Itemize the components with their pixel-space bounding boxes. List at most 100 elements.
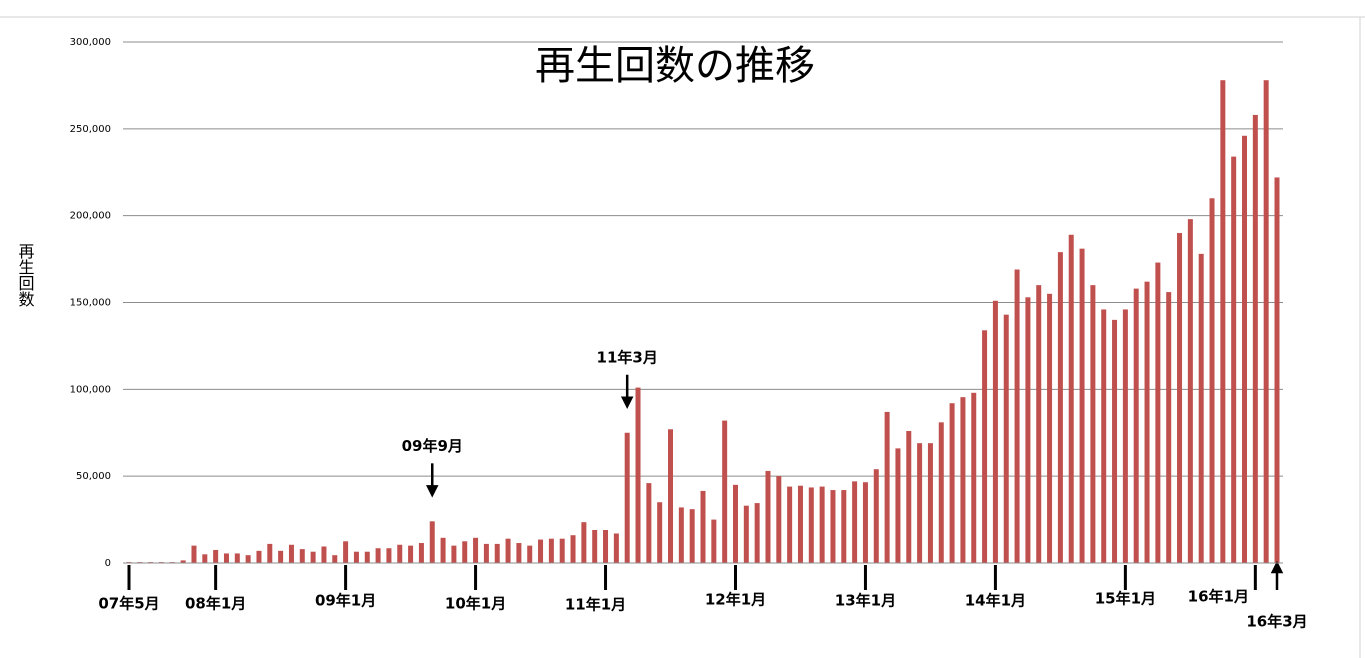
bar — [1079, 248, 1085, 563]
bar — [364, 551, 370, 563]
bar — [516, 543, 522, 563]
bar — [841, 490, 847, 563]
bar — [202, 554, 208, 563]
bar — [267, 543, 273, 563]
y-tick-label: 0 — [105, 558, 111, 569]
bar — [1166, 292, 1172, 563]
bar — [462, 541, 468, 563]
y-tick-label: 250,000 — [70, 124, 111, 135]
y-tick-label: 300,000 — [70, 37, 111, 48]
bar — [1057, 252, 1063, 564]
bar — [949, 403, 955, 563]
bar — [1112, 319, 1118, 563]
bar — [960, 397, 966, 563]
y-tick-label: 50,000 — [76, 471, 111, 482]
bar — [1090, 285, 1096, 563]
bar — [852, 481, 858, 563]
bar — [321, 546, 327, 563]
x-tick-label: 11年1月 — [565, 596, 626, 614]
bar — [657, 502, 663, 563]
bar — [1101, 309, 1107, 563]
bar — [1036, 285, 1042, 563]
bar — [223, 553, 229, 563]
bar — [494, 543, 500, 563]
bar — [408, 545, 414, 563]
bar — [386, 548, 392, 563]
bar — [689, 509, 695, 563]
y-tick-label: 100,000 — [70, 384, 111, 395]
bar — [1263, 80, 1269, 563]
bar — [538, 539, 544, 563]
bar — [895, 448, 901, 563]
bar — [927, 443, 933, 563]
bar — [711, 519, 717, 563]
bar — [917, 443, 923, 563]
x-tick-label: 14年1月 — [965, 592, 1026, 610]
bar — [884, 411, 890, 563]
bar — [418, 543, 424, 563]
bar — [332, 555, 338, 563]
bar — [1209, 198, 1215, 564]
bar — [234, 553, 240, 563]
chart-title: 再生回数の推移 — [535, 43, 815, 89]
bar — [862, 482, 868, 563]
bar — [570, 535, 576, 563]
bar — [830, 490, 836, 563]
bar — [1177, 233, 1183, 564]
x-tick-label: 16年3月 — [1246, 613, 1307, 631]
bar — [613, 533, 619, 563]
bar — [180, 560, 186, 563]
bar — [1047, 293, 1053, 563]
bar — [873, 469, 879, 563]
bar — [603, 530, 609, 563]
x-tick-label: 08年1月 — [185, 595, 246, 613]
bar — [1187, 219, 1193, 563]
bar — [310, 551, 316, 563]
x-tick-label: 15年1月 — [1095, 590, 1156, 608]
y-tick-label: 200,000 — [70, 211, 111, 222]
bar — [776, 476, 782, 563]
bar — [668, 429, 674, 563]
bar — [1220, 80, 1226, 563]
bar — [1122, 309, 1128, 563]
bar — [938, 422, 944, 563]
bar — [288, 544, 294, 563]
bar — [743, 505, 749, 563]
bar — [1252, 114, 1258, 563]
bar — [1025, 297, 1031, 563]
bar — [732, 484, 738, 563]
bar — [375, 548, 381, 563]
x-tick-label: 07年5月 — [98, 595, 159, 613]
bar — [1014, 269, 1020, 563]
bar — [635, 387, 641, 563]
bar — [754, 503, 760, 563]
bar — [440, 537, 446, 563]
bar — [1144, 281, 1150, 563]
bar — [299, 549, 305, 563]
x-tick-label: 12年1月 — [705, 591, 766, 609]
bar — [592, 530, 598, 563]
bar — [343, 541, 349, 563]
bar — [353, 551, 359, 563]
bar — [397, 544, 403, 563]
bar — [483, 543, 489, 563]
bar — [191, 545, 197, 563]
callout-label: 09年9月 — [402, 437, 463, 455]
bar — [971, 392, 977, 563]
bar — [646, 483, 652, 563]
x-tick-label: 16年1月 — [1188, 588, 1249, 606]
bar — [1003, 314, 1009, 563]
bar — [581, 522, 587, 563]
y-axis-label: 再生回数 — [16, 243, 35, 307]
bar — [819, 486, 825, 563]
bar — [1155, 262, 1161, 563]
bar — [700, 490, 706, 563]
bar — [451, 545, 457, 563]
bar — [213, 549, 219, 563]
bar — [797, 485, 803, 563]
bar — [559, 538, 565, 563]
bar — [722, 420, 728, 563]
bar — [992, 300, 998, 563]
bar — [808, 487, 814, 563]
bar — [1068, 234, 1074, 563]
